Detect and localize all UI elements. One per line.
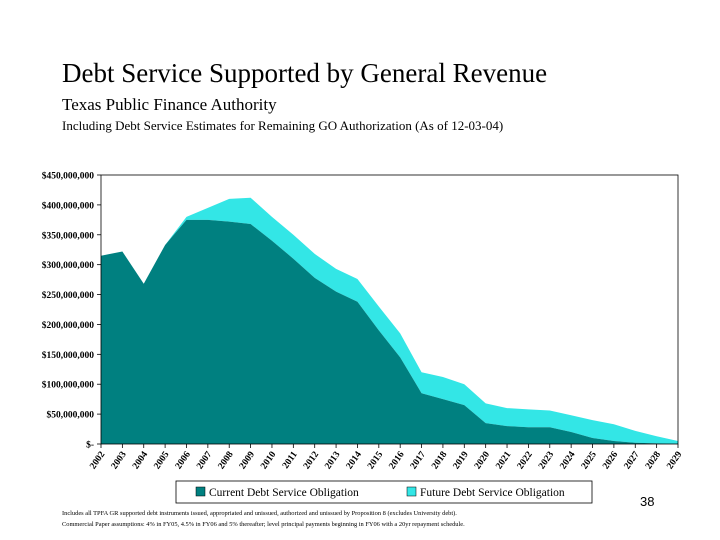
y-tick-label: $300,000,000 [42, 260, 95, 271]
y-tick-label: $- [86, 440, 94, 451]
x-tick-label: 2020 [473, 450, 492, 472]
x-tick-label: 2008 [217, 450, 236, 472]
y-tick-label: $200,000,000 [42, 320, 95, 331]
x-tick-label: 2016 [388, 450, 407, 472]
x-tick-label: 2010 [259, 450, 278, 472]
series-current-area [101, 219, 678, 444]
debt-service-chart: $450,000,000 $400,000,000 $350,000,000 $300… [42, 171, 685, 504]
footnote-1: Includes all TPFA GR supported debt inst… [62, 510, 457, 517]
x-tick-label: 2024 [559, 450, 578, 472]
legend: Current Debt Service Obligation Future De… [175, 480, 593, 504]
x-tick-label: 2012 [302, 450, 321, 472]
y-tick-label: $350,000,000 [42, 230, 95, 241]
series-future-area [101, 197, 678, 444]
chart-subtitle-note: Including Debt Service Estimates for Rem… [62, 118, 504, 133]
x-tick-label: 2007 [195, 450, 214, 472]
x-tick-label: 2019 [452, 450, 471, 472]
x-tick-label: 2015 [366, 450, 385, 472]
x-tick-label: 2002 [88, 450, 107, 472]
x-tick-label: 2009 [238, 450, 257, 472]
x-tick-label: 2017 [409, 450, 428, 472]
x-tick-label: 2006 [174, 450, 193, 472]
footnote-2: Commercial Paper assumptions: 4% in FY05… [62, 521, 465, 528]
y-tick-label: $450,000,000 [42, 171, 95, 182]
x-tick-label: 2026 [601, 450, 620, 472]
x-tick-label: 2022 [516, 450, 535, 472]
x-tick-label: 2021 [494, 450, 513, 472]
x-tick-label: 2011 [281, 450, 300, 471]
plot-frame [100, 174, 679, 445]
x-tick-label: 2013 [323, 450, 342, 472]
x-tick-label: 2025 [580, 450, 599, 472]
plot-layer [100, 174, 679, 445]
x-tick-label: 2018 [430, 450, 449, 472]
legend-label-future: Future Debt Service Obligation [420, 487, 565, 499]
chart-title: Debt Service Supported by General Revenu… [62, 58, 548, 88]
slide-number: 38 [640, 494, 655, 509]
x-axis: 2002 2003 2004 2005 2006 2007 2008 2009 2010 2011… [88, 444, 685, 472]
y-tick-label: $400,000,000 [42, 200, 95, 211]
x-tick-label: 2023 [537, 450, 556, 472]
y-tick-label: $50,000,000 [47, 410, 95, 421]
legend-label-current: Current Debt Service Obligation [209, 487, 359, 499]
x-tick-label: 2028 [644, 450, 663, 472]
x-tick-label: 2014 [345, 450, 364, 472]
y-axis: $450,000,000 $400,000,000 $350,000,000 $300… [42, 171, 101, 451]
legend-box [175, 480, 593, 504]
x-tick-label: 2005 [152, 450, 171, 472]
y-tick-label: $150,000,000 [42, 350, 95, 361]
x-tick-label: 2029 [665, 450, 684, 472]
chart-subtitle: Texas Public Finance Authority [62, 95, 277, 114]
legend-swatch-future [406, 486, 417, 497]
x-tick-label: 2004 [131, 450, 150, 472]
y-tick-label: $250,000,000 [42, 290, 95, 301]
x-tick-label: 2027 [623, 450, 642, 472]
y-tick-label: $100,000,000 [42, 380, 95, 391]
x-tick-label: 2003 [110, 450, 129, 472]
legend-swatch-current [195, 486, 206, 497]
